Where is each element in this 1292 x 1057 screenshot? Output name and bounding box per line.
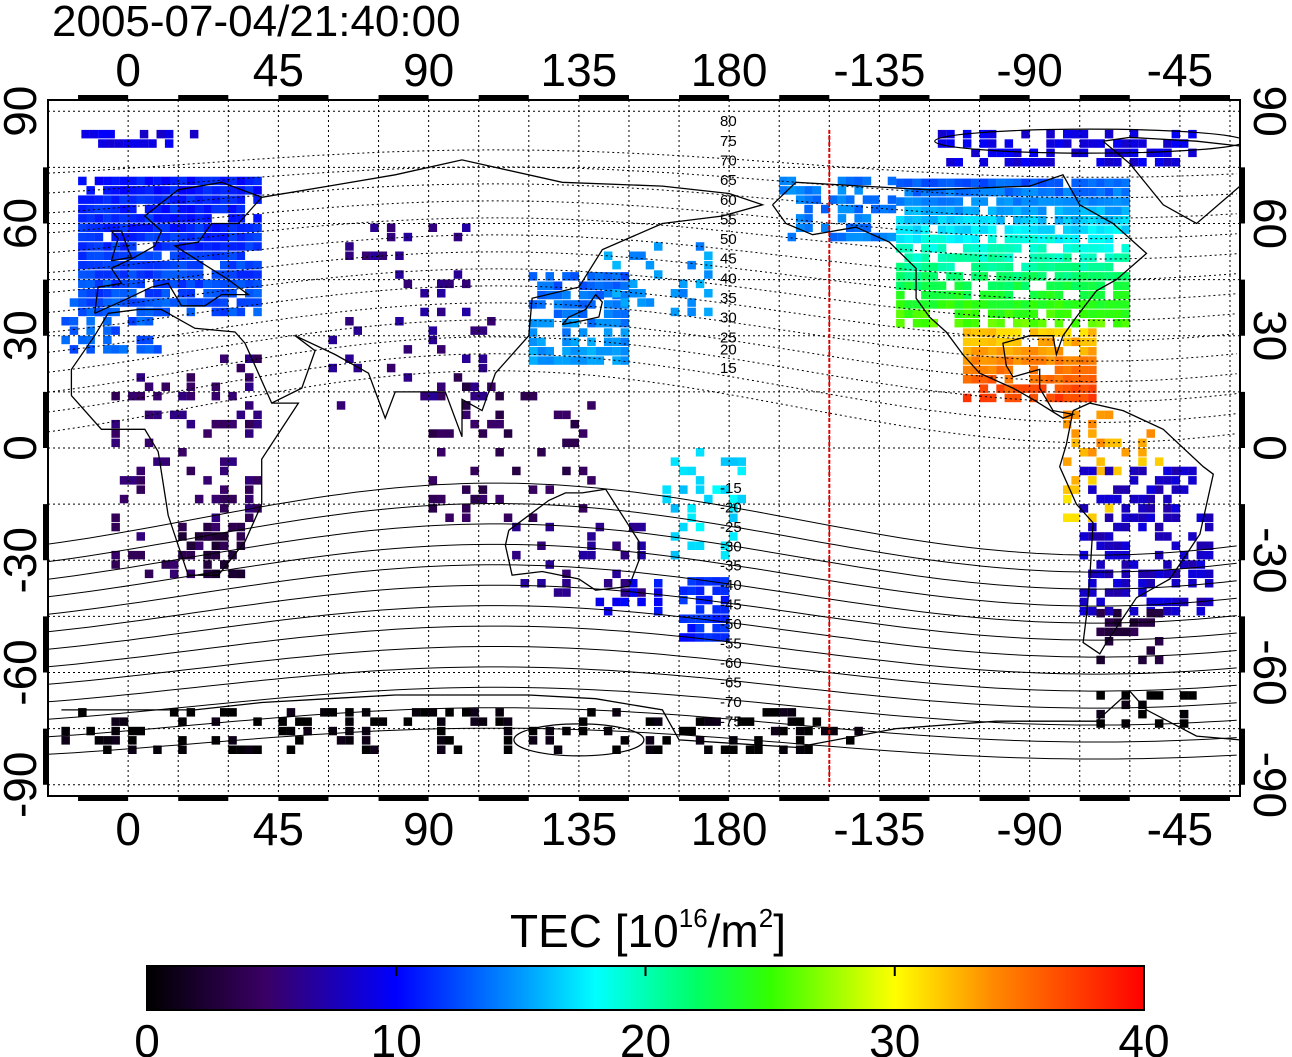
mag-lat-label-13: 15 <box>720 360 737 377</box>
left-lat-label-60: 60 <box>0 198 46 249</box>
mag-lat-label-11: 25 <box>720 329 737 346</box>
mag-lat-label-20: -45 <box>720 597 742 614</box>
top-lon-label-90: 90 <box>403 44 454 96</box>
colorbar-tick-40: 40 <box>1118 1015 1169 1057</box>
mag-lat-label-2: 70 <box>720 153 737 170</box>
mag-lat-label-10: 30 <box>720 310 737 327</box>
bottom-lon-label-90: 90 <box>403 803 454 855</box>
top-lon-label-180: 180 <box>691 44 768 96</box>
left-lat-label--60: -60 <box>0 639 46 705</box>
colorbar-ticks: 0 10 20 30 40 <box>134 966 1170 1057</box>
right-latitude-axis: 90 60 30 0 -30 -60 -90 <box>1244 86 1292 818</box>
top-longitude-axis: 0 45 90 135 180 -135 -90 -45 <box>115 44 1213 96</box>
top-lon-label--45: -45 <box>1147 44 1213 96</box>
top-lon-label--135: -135 <box>833 44 925 96</box>
mag-lat-label-0: 80 <box>720 113 737 130</box>
right-lat-label--30: -30 <box>1244 527 1292 593</box>
mag-lat-label-3: 65 <box>720 172 737 189</box>
right-lat-label-90: 90 <box>1244 86 1292 137</box>
right-lat-label--60: -60 <box>1244 639 1292 705</box>
mag-lat-label-4: 60 <box>720 192 737 209</box>
tec-pixel-layer <box>61 129 1214 754</box>
mag-lat-label-23: -60 <box>720 655 742 672</box>
mag-lat-label-18: -35 <box>720 558 742 575</box>
left-lat-label--30: -30 <box>0 527 46 593</box>
mag-lat-label-14: -15 <box>720 480 742 497</box>
mag-lat-label-26: -75 <box>720 713 742 730</box>
left-lat-label--90: -90 <box>0 752 46 818</box>
colorbar-tick-10: 10 <box>371 1015 422 1057</box>
bottom-lon-label--45: -45 <box>1147 803 1213 855</box>
bottom-lon-label-135: 135 <box>541 803 618 855</box>
bottom-lon-label-180: 180 <box>691 803 768 855</box>
mag-lat-label-25: -70 <box>720 694 742 711</box>
right-lat-label-30: 30 <box>1244 310 1292 361</box>
left-latitude-axis: 90 60 30 0 -30 -60 -90 <box>0 86 46 818</box>
mag-lat-label-7: 45 <box>720 251 737 268</box>
mag-lat-label-16: -25 <box>720 519 742 536</box>
mag-lat-label-15: -20 <box>720 499 742 516</box>
mag-lat-label-8: 40 <box>720 270 737 287</box>
colorbar-title: TEC [1016/m2] <box>510 903 786 957</box>
mag-lat-label-12: 20 <box>720 342 737 359</box>
colorbar-tick-0: 0 <box>134 1015 160 1057</box>
top-lon-label-135: 135 <box>541 44 618 96</box>
colorbar-tick-30: 30 <box>869 1015 920 1057</box>
left-lat-label-90: 90 <box>0 86 46 137</box>
left-lat-label-30: 30 <box>0 310 46 361</box>
top-lon-label-45: 45 <box>253 44 304 96</box>
bottom-longitude-axis: 0 45 90 135 180 -135 -90 -45 <box>115 803 1213 855</box>
right-lat-label-60: 60 <box>1244 198 1292 249</box>
mag-lat-label-22: -55 <box>720 636 742 653</box>
bottom-lon-label--135: -135 <box>833 803 925 855</box>
top-lon-label-0: 0 <box>115 44 141 96</box>
left-lat-label-0: 0 <box>0 435 46 461</box>
bottom-lon-label--90: -90 <box>996 803 1062 855</box>
mag-lat-label-5: 55 <box>720 211 737 228</box>
bottom-lon-label-0: 0 <box>115 803 141 855</box>
timestamp-title: 2005-07-04/21:40:00 <box>52 0 461 46</box>
mag-lat-label-6: 50 <box>720 231 737 248</box>
mag-lat-label-19: -40 <box>720 577 742 594</box>
mag-lat-label-9: 35 <box>720 290 737 307</box>
bottom-lon-label-45: 45 <box>253 803 304 855</box>
mag-lat-label-21: -50 <box>720 616 742 633</box>
mag-lat-label-24: -65 <box>720 675 742 692</box>
mag-lat-label-1: 75 <box>720 133 737 150</box>
frame-tick-marks <box>43 95 1245 801</box>
colorbar-tick-20: 20 <box>620 1015 671 1057</box>
right-lat-label--90: -90 <box>1244 752 1292 818</box>
mag-lat-label-17: -30 <box>720 538 742 555</box>
right-lat-label-0: 0 <box>1244 435 1292 461</box>
magnetic-latitude-contours <box>48 128 1240 760</box>
top-lon-label--90: -90 <box>996 44 1062 96</box>
